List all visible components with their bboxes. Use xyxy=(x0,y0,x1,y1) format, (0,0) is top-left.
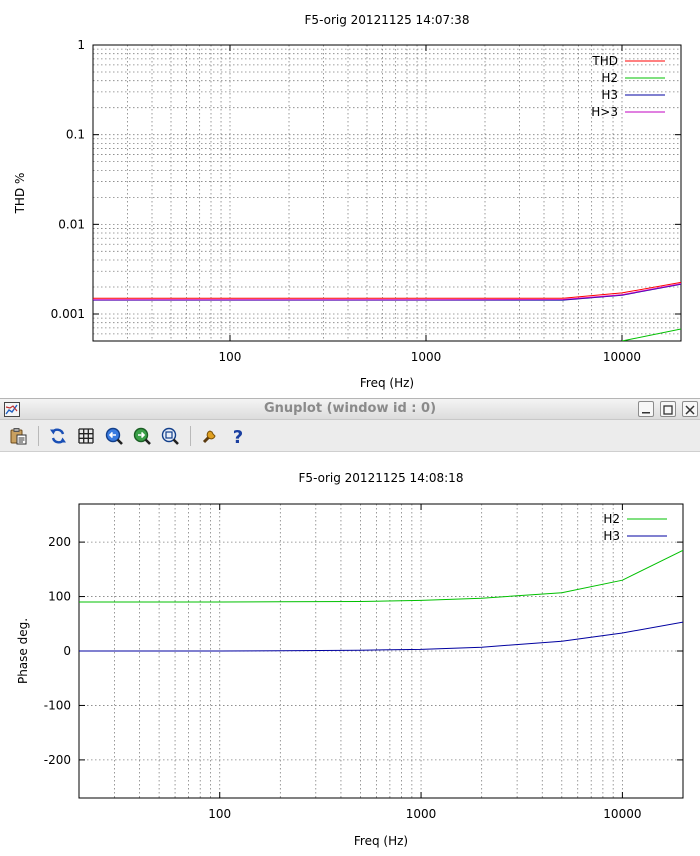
autoscale-button[interactable] xyxy=(160,426,180,446)
legend-label: H2 xyxy=(601,71,618,85)
legend-label: H3 xyxy=(603,529,620,543)
thd-chart: 100 1000 10000 0.001 0.01 0.1 1 F5-orig 2012112… xyxy=(13,13,682,390)
series-line-h-3 xyxy=(93,283,681,301)
series-line-h3 xyxy=(79,621,683,652)
toolbar-separator xyxy=(38,426,39,446)
legend-label: H>3 xyxy=(591,105,618,119)
x-axis-label: Freq (Hz) xyxy=(360,376,414,390)
y-tick-label: 0.001 xyxy=(51,307,85,321)
series-line-thd xyxy=(93,281,681,299)
chart-title: F5-orig 20121125 14:07:38 xyxy=(305,13,470,27)
y-tick-label: 100 xyxy=(48,590,71,604)
y-tick-label: -200 xyxy=(44,753,71,767)
series-group xyxy=(79,549,683,652)
zoom-previous-button[interactable] xyxy=(104,426,124,446)
series-group xyxy=(93,281,681,341)
grid-lines xyxy=(93,45,681,341)
top-gnuplot-window: 100 1000 10000 0.001 0.01 0.1 1 F5-orig 2012112… xyxy=(0,0,700,398)
gnuplot-app-icon xyxy=(4,402,20,417)
toolbar-separator xyxy=(190,426,191,446)
legend-label: H3 xyxy=(601,88,618,102)
bottom-gnuplot-window: 100 1000 10000 -200 -100 0 100 200 F5-orig 20121… xyxy=(0,452,700,852)
y-tick-label: 1 xyxy=(77,38,85,52)
legend-label: THD xyxy=(591,54,618,68)
minimize-icon xyxy=(642,412,650,414)
x-tick-label: 10000 xyxy=(603,350,641,364)
zoom-previous-icon xyxy=(105,427,123,445)
x-tick-label: 100 xyxy=(208,807,231,821)
close-button[interactable] xyxy=(682,401,698,417)
zoom-next-icon xyxy=(133,427,151,445)
y-tick-label: -100 xyxy=(44,698,71,712)
x-tick-label: 1000 xyxy=(411,350,442,364)
help-icon: ? xyxy=(233,427,243,446)
x-tick-label: 100 xyxy=(219,350,242,364)
y-tick-label: 0.01 xyxy=(58,217,85,231)
legend-label: H2 xyxy=(603,512,620,526)
phase-chart: 100 1000 10000 -200 -100 0 100 200 F5-orig 20121… xyxy=(16,471,684,848)
y-tick-label: 0.1 xyxy=(66,128,85,142)
series-line-h2 xyxy=(79,549,683,603)
options-icon xyxy=(202,430,216,444)
close-icon xyxy=(685,405,695,415)
window-title: Gnuplot (window id : 0) xyxy=(263,401,437,416)
grid-lines xyxy=(79,504,683,798)
y-tick-label: 200 xyxy=(48,535,71,549)
maximize-icon xyxy=(663,405,673,415)
svg-text:?: ? xyxy=(233,427,243,446)
gnuplot-toolbar: ? xyxy=(0,420,700,452)
options-button[interactable] xyxy=(200,426,220,446)
x-axis-label: Freq (Hz) xyxy=(354,834,408,848)
replot-button[interactable] xyxy=(48,426,68,446)
x-tick-label: 1000 xyxy=(406,807,437,821)
x-tick-label: 10000 xyxy=(603,807,641,821)
copy-to-clipboard-icon xyxy=(10,428,27,445)
series-line-h2 xyxy=(621,328,681,341)
y-tick-label: 0 xyxy=(63,644,71,658)
maximize-button[interactable] xyxy=(660,401,676,417)
window-titlebar[interactable]: Gnuplot (window id : 0) xyxy=(0,398,700,420)
plot-frame xyxy=(92,44,682,342)
copy-to-clipboard-button[interactable] xyxy=(8,426,28,446)
grid-icon xyxy=(78,428,94,444)
grid-button[interactable] xyxy=(76,426,96,446)
help-button[interactable]: ? xyxy=(228,426,248,446)
zoom-next-button[interactable] xyxy=(132,426,152,446)
chart-title: F5-orig 20121125 14:08:18 xyxy=(299,471,464,485)
y-axis-label: Phase deg. xyxy=(16,618,30,684)
y-axis-label: THD % xyxy=(13,173,27,215)
minimize-button[interactable] xyxy=(638,401,654,417)
replot-icon xyxy=(50,428,66,444)
autoscale-icon xyxy=(161,427,179,445)
